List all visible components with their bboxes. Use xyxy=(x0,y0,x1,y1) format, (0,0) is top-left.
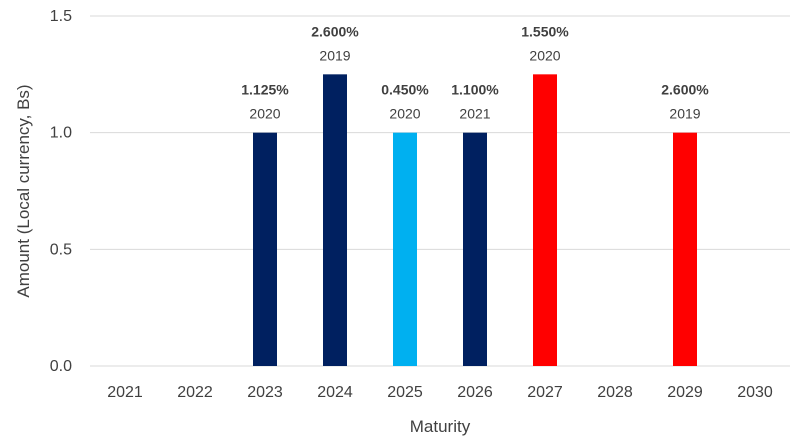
bar-rate-label-2026: 1.100% xyxy=(451,82,499,98)
bar-year-label-2024: 2019 xyxy=(319,47,350,63)
bar-rate-label-2029: 2.600% xyxy=(661,82,709,98)
x-axis-ticks: 2021 2022 2023 2024 2025 2026 2027 2028 2029 2030 xyxy=(107,384,773,401)
bar-year-label-2027: 2020 xyxy=(529,47,560,63)
y-axis-ticks: 0.0 0.5 1.0 1.5 xyxy=(50,8,72,375)
x-axis-title: Maturity xyxy=(410,417,471,436)
x-tick-label-2023: 2023 xyxy=(247,384,283,401)
x-tick-label-2021: 2021 xyxy=(107,384,143,401)
x-tick-label-2030: 2030 xyxy=(737,384,773,401)
bar-rate-label-2025: 0.450% xyxy=(381,82,429,98)
y-axis-title: Amount (Local currency, Bs) xyxy=(14,84,33,297)
y-tick-label: 1.5 xyxy=(50,8,72,25)
bar-2026 xyxy=(463,132,487,366)
x-tick-label-2024: 2024 xyxy=(317,384,353,401)
bar-rate-label-2023: 1.125% xyxy=(241,82,289,98)
x-tick-label-2026: 2026 xyxy=(457,384,493,401)
y-tick-label: 0.5 xyxy=(50,241,72,258)
bar-rate-label-2027: 1.550% xyxy=(521,23,569,39)
y-tick-label: 0.0 xyxy=(50,358,72,375)
x-tick-label-2022: 2022 xyxy=(177,384,213,401)
x-tick-label-2029: 2029 xyxy=(667,384,703,401)
bar-2027 xyxy=(533,74,557,366)
bar-2023 xyxy=(253,132,277,366)
y-tick-label: 1.0 xyxy=(50,125,72,142)
bar-2025 xyxy=(393,132,417,366)
bar-year-label-2023: 2020 xyxy=(249,106,280,122)
bar-2024 xyxy=(323,74,347,366)
bar-rate-label-2024: 2.600% xyxy=(311,23,359,39)
bar-year-label-2026: 2021 xyxy=(459,106,490,122)
bars xyxy=(253,74,697,366)
bar-2029 xyxy=(673,132,697,366)
x-tick-label-2027: 2027 xyxy=(527,384,563,401)
x-tick-label-2028: 2028 xyxy=(597,384,633,401)
x-tick-label-2025: 2025 xyxy=(387,384,423,401)
bar-year-label-2025: 2020 xyxy=(389,106,420,122)
data-labels: 1.125% 2020 2.600% 2019 0.450% 2020 1.100% 2021… xyxy=(241,23,709,121)
bar-year-label-2029: 2019 xyxy=(669,106,700,122)
